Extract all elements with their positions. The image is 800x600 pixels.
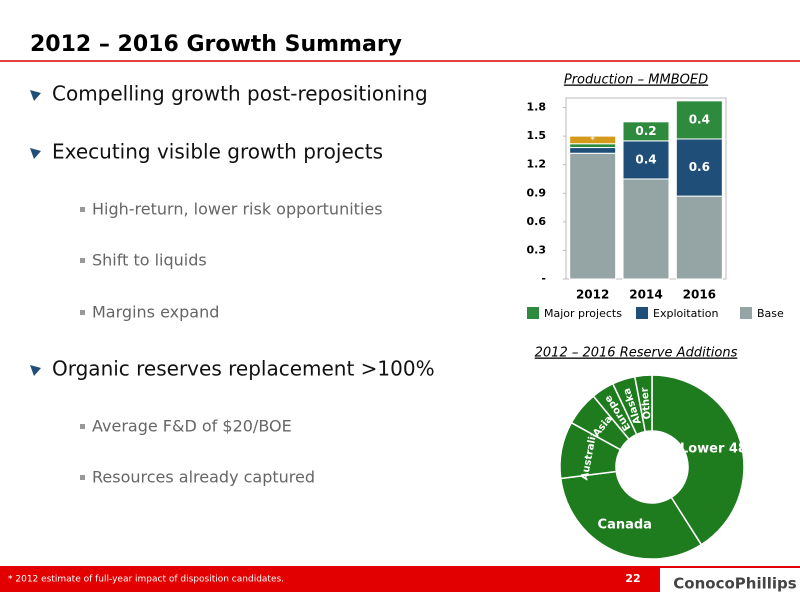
bullet-icon	[30, 148, 41, 159]
sub-bullet-icon	[80, 258, 85, 263]
bar-segment	[569, 147, 617, 154]
y-tick-label: 0.3	[527, 243, 547, 256]
chart-title: 2012 – 2016 Reserve Additions	[535, 346, 738, 361]
bar-segment	[675, 195, 723, 280]
value-label: 0.4	[635, 152, 656, 166]
bar-segment	[675, 100, 723, 140]
donut-slice	[633, 374, 653, 433]
sub-bullet-icon	[80, 475, 85, 480]
bullet-text: Organic reserves replacement >100%	[52, 357, 435, 381]
donut-slice	[559, 470, 703, 560]
y-tick-label: 1.8	[527, 101, 547, 114]
sub-bullet-text: Resources already captured	[92, 468, 315, 487]
x-tick-label: 2016	[683, 288, 716, 302]
y-tick-label: 1.5	[527, 129, 547, 142]
bar-segment	[622, 140, 670, 180]
sub-bullet-icon	[80, 424, 85, 429]
value-label: 0.4	[689, 112, 710, 126]
logo: ConocoPhillips	[673, 575, 796, 593]
x-tick-label: 2014	[629, 288, 662, 302]
sub-bullet-icon	[80, 207, 85, 212]
slice-label: Lower 48	[680, 442, 747, 457]
slide-title: 2012 – 2016 Growth Summary	[30, 32, 402, 57]
bullet-icon	[30, 365, 41, 376]
y-tick-label: 0.9	[527, 186, 547, 199]
sub-bullet-text: Average F&D of $20/BOE	[92, 417, 292, 436]
y-tick-label: -	[541, 272, 546, 285]
bar-segment	[622, 121, 670, 142]
x-tick-label: 2012	[576, 288, 609, 302]
y-tick-label: 1.2	[527, 158, 547, 171]
bar-segment	[569, 152, 617, 280]
bullet-text: Executing visible growth projects	[52, 140, 383, 164]
legend-label: Base	[757, 307, 784, 320]
bar-segment	[675, 138, 723, 197]
bar-segment	[622, 178, 670, 280]
segment-label: *	[590, 135, 595, 145]
bullet-icon	[30, 90, 41, 101]
bullet-text: Compelling growth post-repositioning	[52, 82, 428, 106]
legend-swatch	[740, 307, 752, 319]
legend-swatch	[527, 307, 539, 319]
sub-bullet-text: Shift to liquids	[92, 251, 207, 270]
slice-label: Canada	[598, 517, 652, 532]
page-number: 22	[625, 572, 640, 585]
legend-label: Exploitation	[653, 307, 718, 320]
value-label: 0.2	[635, 124, 656, 138]
legend-swatch	[636, 307, 648, 319]
sub-bullet-text: Margins expand	[92, 303, 219, 322]
slice-label: Other	[639, 387, 653, 420]
y-tick-label: 0.6	[527, 215, 547, 228]
sub-bullet-text: High-return, lower risk opportunities	[92, 200, 383, 219]
legend-label: Major projects	[544, 307, 622, 320]
bar-segment	[569, 135, 617, 145]
value-label: 0.6	[689, 160, 710, 174]
chart-title: Production – MMBOED	[564, 73, 708, 88]
logo-box	[660, 568, 800, 600]
footnote: * 2012 estimate of full-year impact of d…	[8, 575, 284, 585]
sub-bullet-icon	[80, 310, 85, 315]
